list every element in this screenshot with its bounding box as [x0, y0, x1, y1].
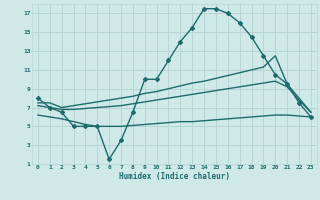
X-axis label: Humidex (Indice chaleur): Humidex (Indice chaleur) [119, 172, 230, 181]
